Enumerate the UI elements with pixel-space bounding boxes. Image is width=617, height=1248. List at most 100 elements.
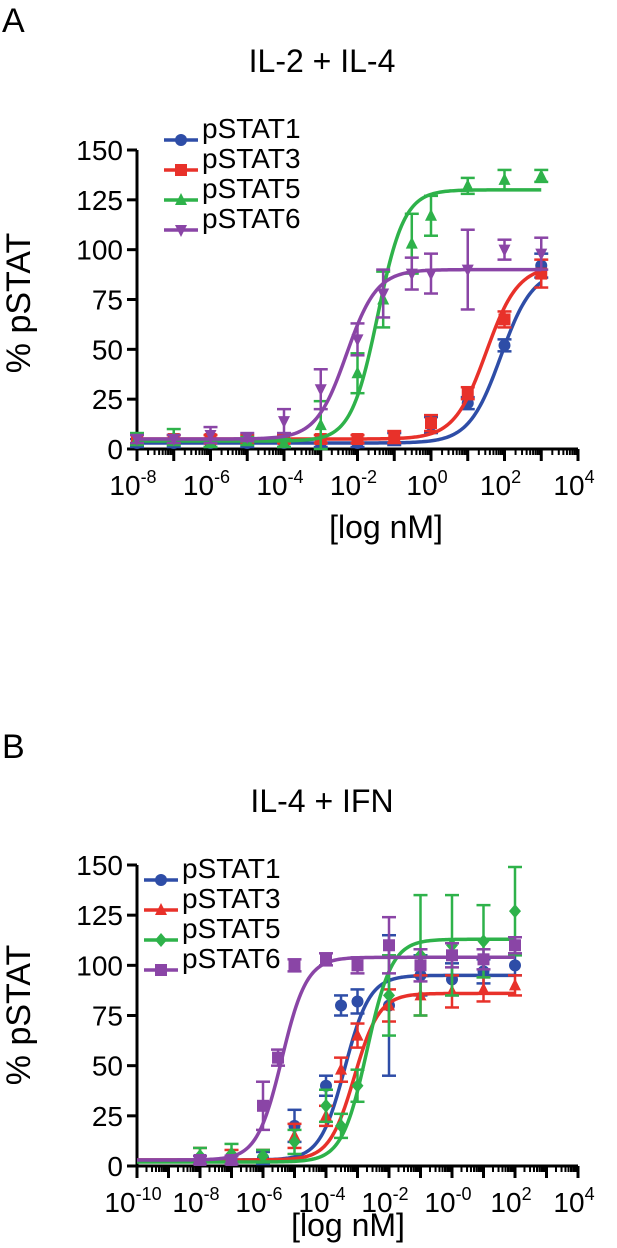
legend-label: pSTAT3 <box>202 143 301 174</box>
legend-marker <box>175 225 187 237</box>
legend-entry-pstat3: pSTAT3 <box>164 143 301 176</box>
legend-entry-pstat6: pSTAT6 <box>144 943 281 976</box>
data-point <box>257 1099 269 1112</box>
y-tick-label: 50 <box>92 1051 123 1082</box>
series-pstat6 <box>130 228 549 447</box>
data-point <box>335 999 348 1012</box>
data-point <box>509 939 521 952</box>
data-point <box>314 384 327 397</box>
data-point <box>351 366 364 379</box>
legend-entry-pstat5: pSTAT5 <box>164 173 301 205</box>
legend-label: pSTAT1 <box>182 853 281 884</box>
legend-marker <box>175 193 187 205</box>
y-tick-label: 125 <box>76 900 123 931</box>
panel-a-chart: A IL-2 + IL-4 % pSTAT [log nM] 0 25 50 75 10… <box>0 2 595 545</box>
data-point <box>194 1153 206 1166</box>
data-point <box>498 313 511 326</box>
data-point <box>414 959 427 972</box>
legend-label: pSTAT5 <box>182 913 281 944</box>
data-point <box>498 339 511 352</box>
legend-label: pSTAT3 <box>182 883 281 914</box>
y-tick-label: 125 <box>76 185 123 216</box>
legend-marker <box>175 164 187 176</box>
series-pstat3 <box>130 258 549 446</box>
x-tick-label: 10-10 <box>104 1184 161 1218</box>
y-tick-label: 0 <box>107 434 123 465</box>
y-tick-label: 75 <box>92 285 123 316</box>
x-tick-label: 10-2 <box>330 467 377 501</box>
data-point <box>335 1118 348 1133</box>
x-tick-label: 10-8 <box>109 467 156 501</box>
data-point <box>278 436 290 449</box>
data-point <box>498 244 511 257</box>
x-tick-label: 10-0 <box>424 1184 471 1218</box>
data-point <box>405 268 418 281</box>
x-tick-label: 10-4 <box>298 1184 345 1218</box>
data-point <box>477 982 490 995</box>
data-point <box>351 433 364 446</box>
data-point <box>425 208 437 221</box>
legend-label: pSTAT5 <box>202 173 301 204</box>
data-point <box>383 988 395 1003</box>
x-tick-label: 10-8 <box>172 1184 219 1218</box>
data-point <box>288 959 301 972</box>
legend-entry-pstat1: pSTAT1 <box>144 853 281 886</box>
series-pstat3 <box>137 974 522 1166</box>
panel-b-chart: B IL-4 + IFN % pSTAT [log nM] 0 25 50 75 100… <box>0 728 595 1243</box>
data-point <box>167 434 180 447</box>
x-tick-label: 10-4 <box>256 467 303 501</box>
y-tick-label: 100 <box>76 235 123 266</box>
legend-entry-pstat3: pSTAT3 <box>144 883 281 915</box>
data-point <box>288 1134 301 1149</box>
data-point <box>225 1153 238 1166</box>
panel-b-x-axis-label: [log nM] <box>291 1207 405 1243</box>
data-point <box>351 995 364 1008</box>
data-point <box>509 959 521 972</box>
fit-curve-pstat3 <box>137 269 542 441</box>
x-tick-label: 10-6 <box>235 1184 282 1218</box>
data-point <box>405 236 418 249</box>
y-tick-label: 75 <box>92 1001 123 1032</box>
x-tick-label: 102 <box>490 1184 531 1218</box>
data-point <box>257 1148 269 1163</box>
panel-a-letter: A <box>2 2 25 40</box>
legend-label: pSTAT1 <box>202 113 301 144</box>
x-tick-label: 104 <box>553 467 594 501</box>
data-point <box>335 1062 348 1075</box>
panel-a-x-axis-label: [log nM] <box>329 509 443 545</box>
data-point <box>278 416 290 429</box>
data-point <box>388 431 401 444</box>
fit-curve-pstat5 <box>137 188 542 443</box>
x-tick-label: 100 <box>406 467 447 501</box>
data-point <box>241 432 254 445</box>
legend-marker <box>175 134 187 146</box>
data-point <box>383 939 395 952</box>
data-point <box>498 172 511 185</box>
panel-b-plot-area <box>137 865 522 1166</box>
data-point <box>461 264 474 277</box>
data-point <box>477 953 490 966</box>
data-point <box>351 334 364 347</box>
data-point <box>320 953 332 966</box>
y-tick-label: 150 <box>76 850 123 881</box>
y-tick-label: 25 <box>92 1101 123 1132</box>
legend-marker <box>155 933 167 947</box>
series-pstat6 <box>137 915 522 1166</box>
data-point <box>461 387 474 400</box>
data-point <box>446 949 458 962</box>
y-tick-label: 25 <box>92 384 123 415</box>
x-tick-label: 102 <box>480 467 521 501</box>
fit-curve-pstat1 <box>137 973 515 1162</box>
x-tick-label: 10-6 <box>183 467 230 501</box>
data-point <box>377 288 390 301</box>
y-tick-label: 0 <box>107 1151 123 1182</box>
panel-b-title: IL-4 + IFN <box>250 783 393 819</box>
data-point <box>425 417 437 430</box>
x-tick-label: 10-2 <box>361 1184 408 1218</box>
panel-a-plot-area <box>130 168 549 451</box>
panel-a-title: IL-2 + IL-4 <box>249 43 396 79</box>
y-tick-label: 150 <box>76 135 123 166</box>
